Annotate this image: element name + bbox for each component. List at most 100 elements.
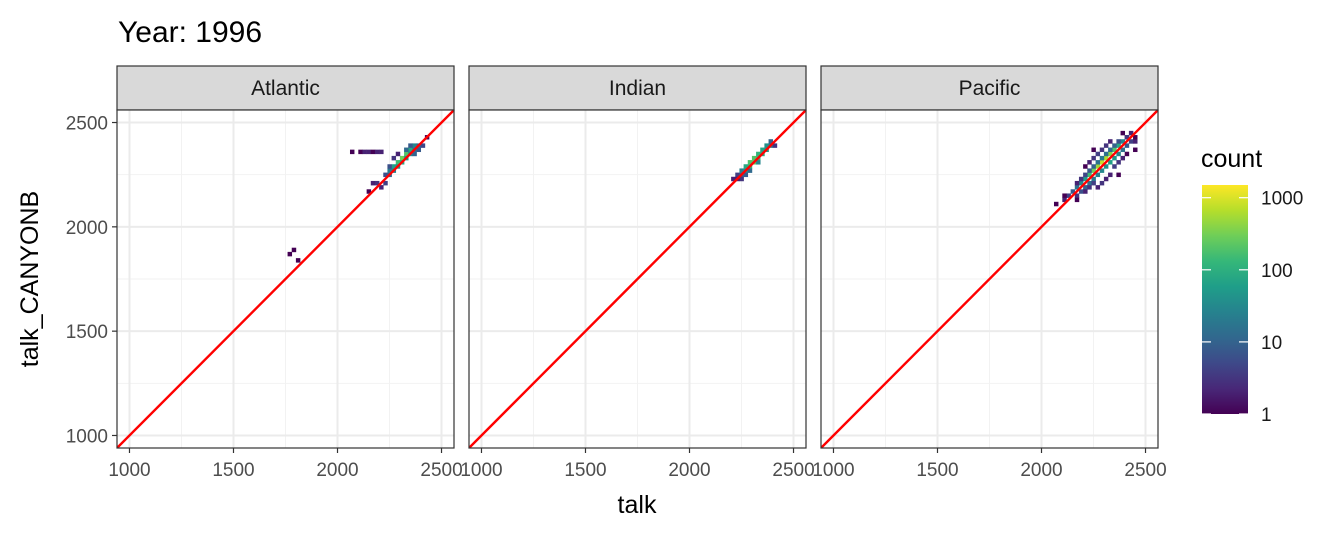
heatmap-bin — [1095, 164, 1101, 169]
heatmap-bin — [731, 176, 736, 182]
heatmap-bin — [1078, 176, 1084, 182]
heatmap-bin — [1099, 168, 1105, 173]
x-tick-label: 2000 — [1020, 460, 1062, 481]
heatmap-bin — [1108, 139, 1113, 144]
heatmap-bin — [1124, 151, 1130, 157]
identity-line — [821, 110, 1158, 448]
heatmap-bin — [772, 143, 778, 148]
heatmap-bin — [1074, 193, 1080, 198]
heatmap-bin — [1083, 189, 1088, 194]
y-axis-label: talk_CANYONB — [16, 191, 44, 367]
heatmap-bin — [374, 180, 380, 186]
heatmap-bin — [1062, 197, 1067, 203]
heatmap-bin — [370, 180, 376, 186]
heatmap-bin — [1095, 151, 1101, 157]
heatmap-bin — [1108, 160, 1113, 165]
heatmap-bin — [412, 143, 417, 148]
heatmap-bin — [1078, 189, 1084, 194]
heatmap-bin — [1074, 185, 1080, 190]
heatmap-bin — [1078, 180, 1084, 186]
heatmap-bin — [1124, 143, 1130, 148]
legend-break-label: 10 — [1261, 333, 1282, 354]
heatmap-bin — [760, 147, 765, 153]
chart-title: Year: 1996 — [118, 16, 262, 49]
heatmap-bin — [1128, 139, 1134, 144]
panel-border — [820, 109, 1159, 449]
heatmap-bin — [1116, 151, 1121, 157]
heatmap-bin — [1112, 155, 1117, 161]
heatmap-bin — [295, 258, 301, 263]
facet-strip — [820, 65, 1159, 111]
panel-contents — [821, 110, 1158, 448]
facet-panel: Pacific 1000 1500 2000 2500 — [812, 65, 1167, 481]
legend-break-label: 1000 — [1261, 189, 1303, 210]
y-tick-label: 1000 — [66, 426, 108, 447]
heatmap-bin — [1091, 147, 1096, 153]
heatmap-bin — [1099, 160, 1105, 165]
heatmap-bin — [383, 172, 388, 178]
heatmap-bin — [408, 147, 413, 153]
facet-strip-label: Atlantic — [251, 77, 320, 100]
facet-strip-label: Indian — [609, 77, 666, 100]
x-tick-label: 2500 — [1124, 460, 1166, 481]
heatmap-bin — [408, 143, 413, 148]
heatmap-bin — [1074, 180, 1080, 186]
x-tick-label: 1500 — [212, 460, 254, 481]
heatmap-bin — [1120, 139, 1126, 144]
heatmap-bin — [391, 164, 397, 169]
color-legend: count 1 10 100 1000 — [1201, 145, 1303, 426]
heatmap-bin — [743, 164, 749, 169]
heatmap-bin — [416, 147, 422, 153]
heatmap-bin — [374, 149, 380, 155]
heatmap-bin — [768, 139, 774, 144]
heatmap-bin — [743, 172, 749, 178]
heatmap-bin — [1108, 172, 1113, 178]
heatmap-bin — [1133, 139, 1138, 144]
x-tick-label: 2500 — [420, 460, 462, 481]
heatmap-bin — [1133, 135, 1138, 140]
panel-contents — [469, 110, 806, 448]
heatmap-bin — [420, 143, 426, 148]
heatmap-bin — [379, 185, 384, 190]
legend-break-label: 100 — [1261, 261, 1293, 282]
heatmap-bin — [1066, 193, 1071, 198]
heatmap-bin — [1091, 164, 1096, 169]
heatmap-bin — [1116, 143, 1121, 148]
heatmap-bin — [1099, 155, 1105, 161]
panel-border — [116, 109, 455, 449]
heatmap-bin — [1091, 176, 1096, 182]
facet-strip-label: Pacific — [959, 77, 1021, 100]
heatmap-bin — [1087, 160, 1092, 165]
heatmap-bin — [1095, 185, 1101, 190]
heatmap-bin — [756, 160, 761, 165]
heatmap-bin — [1095, 172, 1101, 178]
heatmap-bin — [412, 151, 417, 157]
heatmap-bin — [1120, 130, 1126, 136]
heatmap-bin — [370, 149, 376, 155]
heatmap-bin — [387, 164, 392, 169]
heatmap-bin — [747, 160, 753, 165]
heatmap-bin — [1070, 189, 1076, 194]
heatmap-bin — [399, 155, 405, 161]
heatmap-bin — [1087, 168, 1092, 173]
heatmap-bin — [1116, 139, 1121, 144]
heatmap-bin — [1062, 193, 1067, 198]
heatmap-bin — [1116, 172, 1121, 178]
panel-border — [468, 109, 807, 449]
heatmap-bin — [1103, 151, 1109, 157]
heatmap-bin — [1091, 180, 1096, 186]
heatmap-bin — [1083, 185, 1088, 190]
y-tick-label: 2000 — [66, 218, 108, 239]
x-tick-label: 2000 — [316, 460, 358, 481]
facet-panel: Indian 1000 1500 2000 2500 — [460, 65, 815, 481]
heatmap-bin — [1103, 143, 1109, 148]
heatmap-bin — [404, 147, 409, 153]
heatmap-bin — [1087, 172, 1092, 178]
heatmap-bin — [1103, 164, 1109, 169]
heatmap-bin — [1091, 155, 1096, 161]
heatmap-bin — [735, 172, 740, 178]
panel-contents — [117, 110, 454, 448]
heatmap-bin — [1120, 147, 1126, 153]
